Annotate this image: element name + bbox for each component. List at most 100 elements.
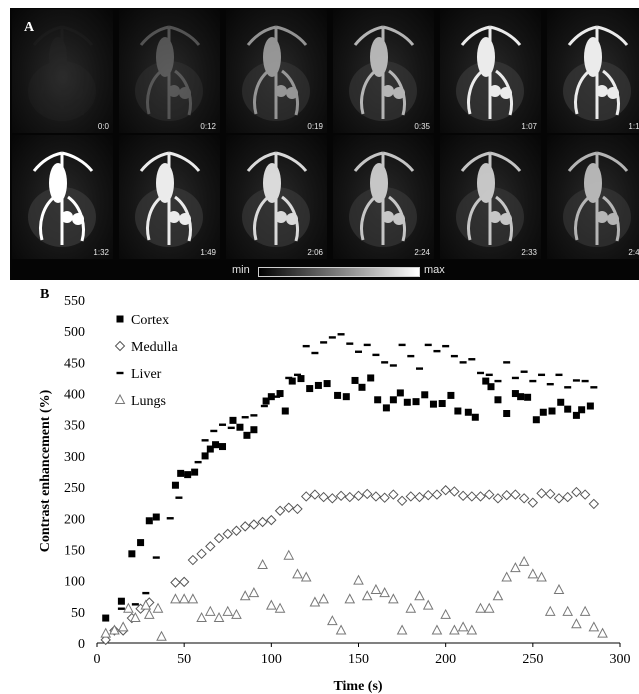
data-point xyxy=(475,602,486,613)
data-point xyxy=(309,489,321,500)
y-tick-label: 550 xyxy=(64,294,85,309)
data-point xyxy=(328,336,336,339)
data-point xyxy=(421,391,429,399)
data-point xyxy=(564,405,572,413)
mri-panel: 0:0 0:12 0:19 0:35 1:07 1:16 1:32 1:49 2:06 2:24 2… xyxy=(10,8,639,280)
data-point xyxy=(273,395,281,398)
data-point xyxy=(442,344,450,348)
data-point xyxy=(194,460,202,464)
data-point xyxy=(536,571,547,582)
data-point xyxy=(464,408,472,416)
data-point xyxy=(447,391,455,399)
data-point xyxy=(396,495,408,507)
data-point xyxy=(231,525,242,536)
frame-timestamp: 0:0 xyxy=(97,122,109,131)
data-point xyxy=(231,608,242,619)
data-point xyxy=(440,485,451,496)
data-point xyxy=(405,491,417,502)
data-point xyxy=(581,379,589,383)
data-point xyxy=(248,587,260,598)
data-point xyxy=(206,445,214,453)
data-point xyxy=(520,370,528,373)
colorbar-max-label: max xyxy=(424,264,445,276)
data-point xyxy=(320,341,328,344)
data-point xyxy=(123,602,134,613)
data-point xyxy=(212,441,220,449)
data-point xyxy=(487,383,495,391)
data-point xyxy=(152,602,164,613)
y-tick-label: 200 xyxy=(64,512,85,527)
data-point xyxy=(178,576,190,588)
data-point xyxy=(342,393,350,401)
data-point xyxy=(109,624,120,635)
data-point xyxy=(274,505,286,516)
data-point xyxy=(510,562,521,573)
data-point xyxy=(590,386,598,389)
frame-timestamp: 1:16 xyxy=(628,122,639,131)
data-point xyxy=(196,611,207,623)
intensity-colorbar xyxy=(258,267,420,277)
data-point xyxy=(414,491,425,503)
data-point xyxy=(145,517,153,525)
data-point xyxy=(311,351,319,355)
data-point xyxy=(471,413,479,421)
data-point xyxy=(532,416,540,424)
mri-vessel-image xyxy=(563,151,631,247)
data-point xyxy=(156,630,167,641)
data-point xyxy=(171,481,179,489)
data-point xyxy=(250,426,258,434)
data-point xyxy=(483,602,495,613)
data-point xyxy=(318,491,329,503)
data-point xyxy=(201,452,209,460)
data-point xyxy=(205,541,216,552)
data-point xyxy=(362,488,373,500)
data-point xyxy=(213,611,225,623)
data-point xyxy=(433,349,441,353)
y-tick-label: 450 xyxy=(64,356,85,371)
data-point xyxy=(485,373,493,377)
data-point xyxy=(517,393,525,401)
data-point xyxy=(564,386,572,389)
data-point xyxy=(219,423,227,426)
data-point xyxy=(117,597,125,605)
x-tick-label: 50 xyxy=(177,652,191,667)
mri-vessel-image xyxy=(349,151,417,247)
data-point xyxy=(351,376,359,384)
data-point xyxy=(175,496,183,499)
mri-frame: 1:16 xyxy=(547,9,639,133)
data-point xyxy=(423,489,434,501)
mri-frame: 2:42 xyxy=(547,135,639,259)
data-point xyxy=(114,340,126,352)
data-point xyxy=(449,624,460,635)
data-point xyxy=(562,605,574,616)
data-point xyxy=(454,407,462,415)
data-point xyxy=(475,491,486,502)
data-point xyxy=(241,416,249,419)
data-point xyxy=(459,361,467,364)
frame-timestamp: 2:06 xyxy=(307,248,323,257)
data-point xyxy=(396,389,404,397)
y-tick-label: 300 xyxy=(64,450,85,465)
data-point xyxy=(314,381,322,389)
data-point xyxy=(396,624,408,635)
data-point xyxy=(239,590,251,601)
colorbar-min-label: min xyxy=(232,264,250,276)
y-axis-title: Contrast enhancement (%) xyxy=(38,389,53,552)
data-point xyxy=(222,528,233,540)
data-point xyxy=(283,502,294,513)
data-point xyxy=(492,590,504,601)
data-point xyxy=(187,554,199,566)
data-marks xyxy=(100,333,608,646)
data-point xyxy=(131,603,139,606)
contrast-enhancement-chart: 0 50 100 150 200 250 300 0 50 100 150 200 250 300 350… xyxy=(38,294,631,694)
data-point xyxy=(571,618,582,629)
mri-frame: 1:49 xyxy=(119,135,220,259)
data-point xyxy=(297,375,305,383)
data-point xyxy=(117,607,125,610)
data-point xyxy=(116,371,124,375)
x-ticks: 0 50 100 150 200 250 300 xyxy=(94,643,631,667)
data-point xyxy=(293,373,301,377)
data-point xyxy=(274,602,286,613)
data-point xyxy=(276,390,284,398)
data-point xyxy=(450,354,458,358)
